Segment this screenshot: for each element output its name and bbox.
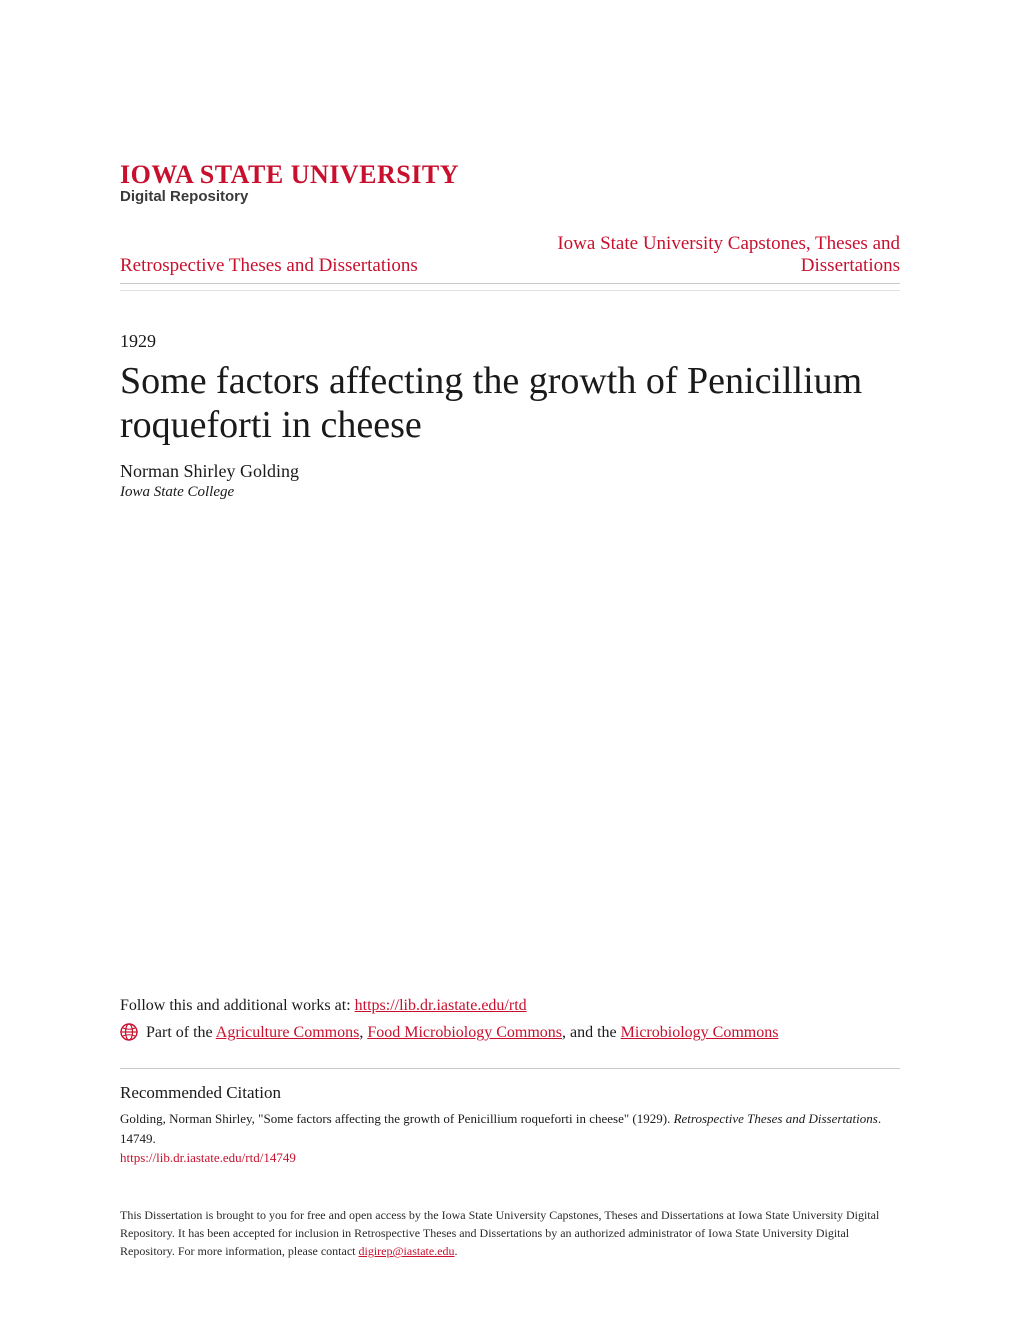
follow-line: Follow this and additional works at: htt… <box>120 997 900 1015</box>
footer-pre: This Dissertation is brought to you for … <box>120 1208 879 1258</box>
commons-link-microbiology[interactable]: Microbiology Commons <box>621 1024 779 1041</box>
commons-link-food-microbiology[interactable]: Food Microbiology Commons <box>367 1024 562 1041</box>
partof-sep2: , and the <box>562 1024 621 1041</box>
citation-heading: Recommended Citation <box>120 1083 900 1103</box>
repository-subtitle: Digital Repository <box>120 188 900 205</box>
university-name: Iowa State University <box>120 160 900 190</box>
collection-link-left[interactable]: Retrospective Theses and Dissertations <box>120 255 418 277</box>
author-affiliation: Iowa State College <box>120 484 900 501</box>
part-of-row: Part of the Agriculture Commons, Food Mi… <box>120 1021 900 1046</box>
citation-url[interactable]: https://lib.dr.iastate.edu/rtd/14749 <box>120 1150 900 1166</box>
follow-prefix: Follow this and additional works at: <box>120 997 355 1014</box>
divider <box>120 290 900 291</box>
footer-post: . <box>455 1244 458 1258</box>
part-of-text: Part of the Agriculture Commons, Food Mi… <box>146 1021 778 1045</box>
network-globe-icon <box>120 1023 138 1046</box>
collection-bar: Retrospective Theses and Dissertations I… <box>120 233 900 284</box>
footer-note: This Dissertation is brought to you for … <box>120 1206 900 1260</box>
collection-link-right[interactable]: Iowa State University Capstones, Theses … <box>540 233 900 277</box>
follow-url-link[interactable]: https://lib.dr.iastate.edu/rtd <box>355 997 527 1014</box>
commons-link-agriculture[interactable]: Agriculture Commons <box>216 1024 360 1041</box>
publication-year: 1929 <box>120 331 900 352</box>
citation-pre: Golding, Norman Shirley, "Some factors a… <box>120 1111 674 1126</box>
partof-prefix: Part of the <box>146 1024 216 1041</box>
citation-body: Golding, Norman Shirley, "Some factors a… <box>120 1109 900 1148</box>
institution-logo-block: Iowa State University Digital Repository <box>120 160 900 205</box>
citation-block: Recommended Citation Golding, Norman Shi… <box>120 1068 900 1166</box>
contact-email-link[interactable]: digirep@iastate.edu <box>359 1244 455 1258</box>
citation-series: Retrospective Theses and Dissertations <box>674 1111 878 1126</box>
author-name: Norman Shirley Golding <box>120 461 900 482</box>
document-title: Some factors affecting the growth of Pen… <box>120 360 900 447</box>
